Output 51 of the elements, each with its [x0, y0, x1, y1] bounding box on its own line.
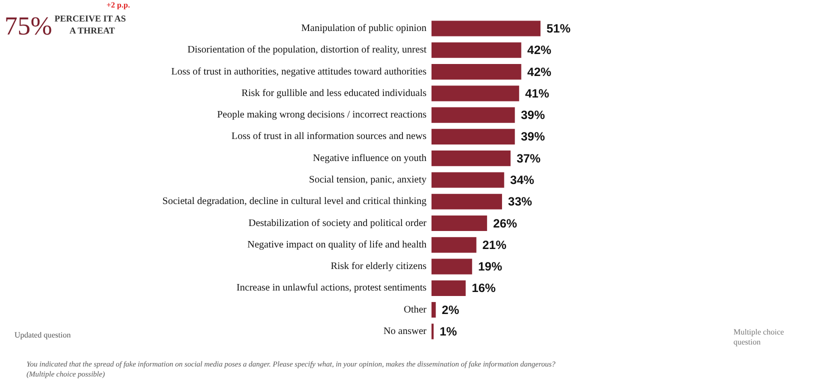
data-label: 34%: [510, 172, 535, 187]
y-tick-label: Risk for elderly citizens: [330, 261, 427, 272]
y-tick-label: Loss of trust in authorities, negative attitudes toward authorities: [171, 66, 427, 78]
data-label: 37%: [516, 151, 541, 166]
data-label: 42%: [527, 43, 552, 58]
bar: [432, 86, 520, 102]
bar: [432, 237, 476, 253]
y-tick-label: Negative influence on youth: [312, 152, 427, 164]
data-label: 42%: [527, 64, 552, 79]
bar: [432, 64, 522, 80]
bar: [432, 42, 522, 58]
y-tick-label: Destabilization of society and political order: [248, 218, 428, 229]
y-tick-label: Negative impact on quality of life and health: [247, 239, 427, 250]
data-label: 1%: [440, 324, 458, 338]
y-tick-label: Other: [404, 304, 428, 316]
data-label: 2%: [442, 302, 460, 317]
bar: [432, 258, 472, 274]
y-tick-label: Loss of trust in all information sources and news: [232, 131, 427, 142]
bar: [432, 107, 515, 123]
bar: [432, 172, 504, 188]
y-tick-label: No answer: [383, 326, 428, 337]
text: Multiple choice: [734, 328, 784, 336]
data-label: 33%: [508, 194, 532, 209]
data-label: 41%: [525, 86, 550, 100]
y-tick-label: People making wrong decisions / incorrect reactions: [217, 110, 427, 121]
text: question: [734, 338, 761, 346]
text: 75%: [4, 12, 52, 40]
bar: [432, 150, 511, 166]
bar: [432, 215, 488, 232]
bar: [432, 302, 436, 318]
data-label: 51%: [546, 22, 571, 36]
text: Updated question: [14, 330, 71, 340]
data-label: 39%: [520, 108, 546, 122]
data-label: 39%: [520, 130, 546, 144]
bar: [432, 194, 502, 210]
y-tick-label: Disorientation of the population, distortion of reality, unrest: [187, 44, 427, 56]
y-tick-label: Risk for gullible and less educated individuals: [242, 88, 427, 99]
text: +2 p.p.: [106, 0, 130, 10]
y-tick-label: Societal degradation, decline in cultural level and critical thinking: [162, 196, 427, 208]
bar: [432, 20, 540, 36]
bar: [432, 280, 466, 296]
data-label: 26%: [493, 216, 518, 230]
data-label: 21%: [482, 238, 507, 252]
y-tick-label: Social tension, panic, anxiety: [309, 174, 427, 186]
y-tick-label: Increase in unlawful actions, protest sentiments: [236, 282, 427, 294]
data-label: 19%: [478, 260, 502, 274]
data-label: 16%: [472, 281, 496, 296]
bar: [432, 128, 515, 144]
y-tick-label: Manipulation of public opinion: [301, 23, 426, 34]
text: A THREAT: [70, 26, 115, 36]
text: PERCEIVE IT AS: [54, 14, 126, 24]
